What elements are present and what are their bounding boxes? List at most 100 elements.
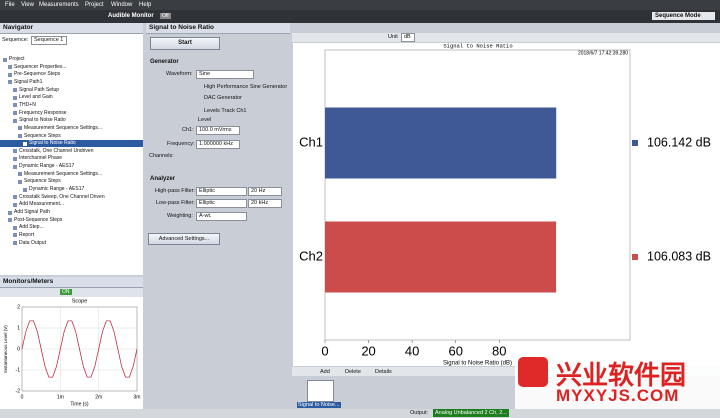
monitor-state[interactable]: ON (60, 289, 72, 295)
thumbnail[interactable] (307, 380, 334, 402)
tree-item[interactable]: Dynamic Range - AES17 (19, 163, 75, 170)
x-tick-label: 3m (134, 394, 141, 400)
channels-label: Channels: (149, 153, 174, 159)
scope-chart: Scope -2 -1 0 1 2 0 1m 2m 3m Time (s) Instantaneous… (0, 297, 143, 409)
menu-item[interactable]: File (5, 2, 15, 8)
tree-item[interactable]: Signal to Noise Ratio (29, 140, 76, 147)
tree-item[interactable]: Frequency Response (19, 109, 67, 116)
menu-item[interactable]: Window (111, 2, 133, 8)
chart-title: Scope (72, 298, 88, 304)
y-tick-label: 2 (17, 304, 20, 310)
tree-item[interactable]: Measurement Sequence Settings... (24, 170, 103, 177)
tree-item[interactable]: Measurement Sequence Settings... (24, 124, 103, 131)
tree-item[interactable]: Post-Sequence Steps (14, 216, 63, 223)
unit-select[interactable]: dB (401, 33, 415, 42)
monitors-toolbar (0, 288, 143, 297)
tree-item[interactable]: Sequencer Properties... (14, 63, 67, 70)
x-tick-label: 2m (95, 394, 102, 400)
tree-item[interactable]: Project (9, 56, 25, 62)
audible-monitor-label: Audible Monitor (108, 13, 154, 19)
lpf-select[interactable]: Elliptic (196, 199, 247, 208)
chart-title: Signal to Noise Ratio (443, 43, 512, 49)
tree-item[interactable]: Crosstalk, One Channel Undriven (19, 147, 94, 154)
panel-title: Signal to Noise Ratio (146, 23, 290, 34)
tree-icon (23, 141, 27, 146)
tree-item[interactable]: Report (19, 231, 35, 238)
legend-swatch (632, 254, 638, 260)
x-axis-label: Signal to Noise Ratio (dB) (443, 361, 512, 366)
tree-item[interactable]: Crosstalk Sweep, One Channel Driven (19, 193, 105, 200)
status-bar (0, 409, 720, 418)
frequency-input[interactable]: 1.000000 kHz (196, 140, 240, 149)
tree-icon (23, 187, 27, 192)
tree-icon (13, 118, 17, 123)
tree-item[interactable]: Add Measurement... (19, 201, 65, 208)
waveform-label: Waveform: (166, 71, 193, 77)
tree-item[interactable]: Signal to Noise Ratio (19, 117, 66, 124)
tree-item[interactable]: Data Output (19, 239, 46, 246)
tree-item[interactable]: Signal Path1 (14, 78, 43, 85)
add-button[interactable]: Add (320, 369, 330, 375)
waveform-select[interactable]: Sine (196, 70, 254, 79)
tree-icon (13, 164, 17, 169)
tree-item[interactable]: Sequence Steps (24, 132, 61, 139)
tree-icon (13, 225, 17, 230)
y-tick-label: 0 (17, 346, 20, 352)
sequence-select[interactable]: Sequence 1 (31, 36, 67, 45)
scope-trace (21, 320, 138, 378)
tree-icon (13, 149, 17, 154)
hpf-frequency[interactable]: 20 Hz (248, 187, 282, 196)
graph-list-bar (292, 367, 720, 376)
tree-item[interactable]: Dynamic Range - AES17 (29, 186, 85, 193)
menu-item[interactable]: View (21, 2, 34, 8)
advanced-button[interactable]: Advanced Settings... (148, 233, 220, 245)
thumbnail-label[interactable]: Signal to Noise... (297, 402, 341, 408)
audible-monitor-toggle[interactable]: Off (160, 13, 171, 19)
watermark-site: MYXYJS.COM (556, 386, 680, 405)
tree-item[interactable]: THD+N (19, 101, 36, 108)
tree-icon (13, 95, 17, 100)
start-button[interactable]: Start (150, 37, 220, 50)
tree-icon (13, 156, 17, 161)
analyzer-heading: Analyzer (150, 176, 176, 182)
hpf-select[interactable]: Elliptic (196, 187, 247, 196)
value-label: 106.142 dB (647, 135, 711, 149)
category-label: Ch1 (299, 134, 323, 149)
weighting-select[interactable]: A-wt. (196, 212, 247, 221)
delete-button[interactable]: Delete (345, 369, 361, 375)
tree-item[interactable]: Add Signal Path (14, 209, 50, 215)
unit-label: Unit (388, 34, 398, 40)
tree-item[interactable]: Sequence Steps (24, 178, 61, 185)
tree-icon (8, 210, 12, 215)
tree-item[interactable]: Signal Path Setup (19, 86, 60, 93)
tree-icon (13, 202, 17, 207)
tree-item[interactable]: Level and Gain (19, 94, 53, 101)
menu-item[interactable]: Project (85, 2, 104, 8)
y-tick-label: 1 (17, 325, 20, 331)
watermark-logo (518, 357, 548, 387)
toolbar (0, 10, 720, 23)
tree-icon (13, 233, 17, 238)
tree-item[interactable]: Add Step... (19, 224, 44, 231)
navigator-panel (0, 23, 143, 275)
tree-item[interactable]: Pre-Sequence Steps (14, 71, 61, 78)
hpf-label: High-pass Filter: (155, 188, 196, 194)
frequency-label: Frequency: (167, 141, 195, 147)
lpf-frequency[interactable]: 20 kHz (248, 199, 282, 208)
sequence-mode[interactable]: Sequence Mode (652, 12, 715, 20)
value-label: 106.083 dB (647, 249, 711, 263)
tree-icon (8, 65, 12, 70)
result-toolbar (292, 33, 720, 42)
sequence-label: Sequence: (2, 37, 29, 43)
ch1-level[interactable]: 100.0 mVrms (196, 126, 240, 135)
dac-option[interactable]: DAC Generator (204, 95, 242, 101)
tree-icon (13, 195, 17, 200)
details-button[interactable]: Details (375, 369, 392, 375)
hp-sine-option[interactable]: High Performance Sine Generator (204, 84, 288, 90)
x-axis-label: Time (s) (70, 401, 88, 407)
levels-track[interactable]: Levels Track Ch1 (204, 108, 247, 114)
menu-item[interactable]: Help (139, 2, 152, 8)
tree-item[interactable]: Interchannel Phase (19, 155, 63, 162)
menu-item[interactable]: Measurements (39, 2, 79, 8)
